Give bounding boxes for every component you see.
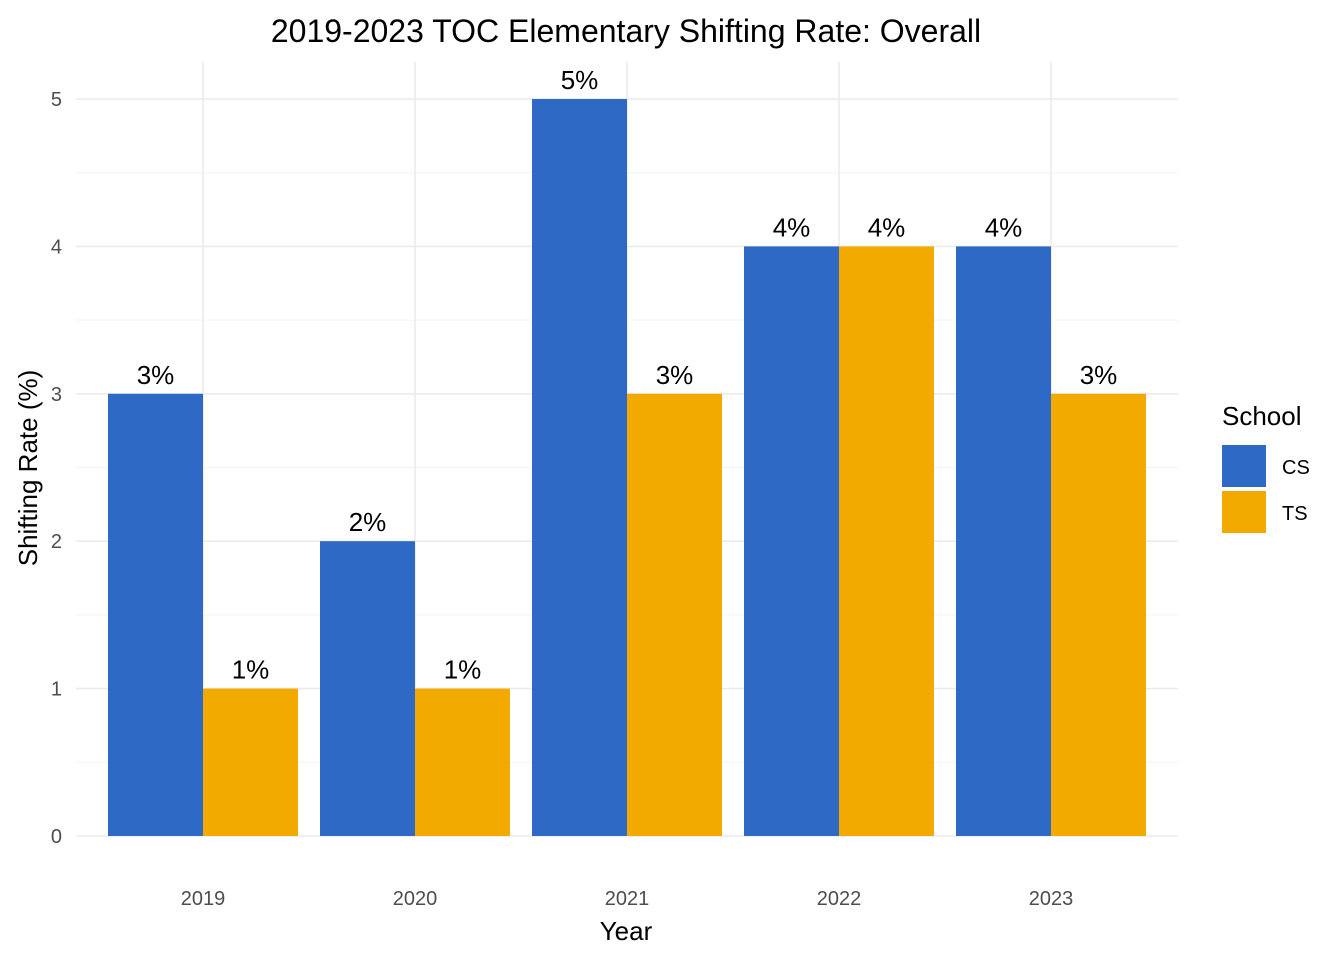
data-labels: 3% 2% 5% 4% 4% 1% 1% 3% 4% 3%: [137, 65, 1118, 685]
x-tick-label: 2020: [393, 888, 438, 910]
chart-title: 2019-2023 TOC Elementary Shifting Rate: …: [271, 13, 981, 49]
x-tick-label: 2021: [605, 888, 650, 910]
data-label-TS-2023: 3%: [1080, 360, 1118, 390]
x-tick-label: 2019: [181, 888, 226, 910]
legend: School CS TS: [1222, 401, 1310, 533]
legend-label-TS: TS: [1282, 503, 1308, 525]
bar-TS-2022: [839, 246, 934, 836]
y-axis-ticks: 0 1 2 3 4 5: [51, 89, 62, 848]
x-axis-ticks: 2019 2020 2021 2022 2023: [181, 888, 1074, 910]
legend-title: School: [1222, 401, 1302, 431]
data-label-TS-2020: 1%: [444, 655, 482, 685]
data-label-CS-2022: 4%: [773, 212, 811, 242]
bars: [108, 99, 1146, 836]
bar-TS-2019: [203, 688, 298, 836]
y-tick-label: 1: [51, 679, 62, 701]
data-label-CS-2019: 3%: [137, 360, 175, 390]
y-tick-label: 2: [51, 531, 62, 553]
legend-key-CS: [1222, 445, 1266, 487]
bar-TS-2021: [627, 393, 722, 836]
data-label-TS-2022: 4%: [868, 212, 906, 242]
bar-CS-2021: [532, 99, 627, 836]
data-label-CS-2020: 2%: [349, 507, 387, 537]
bar-TS-2023: [1051, 393, 1146, 836]
legend-key-TS: [1222, 491, 1266, 533]
data-label-CS-2023: 4%: [985, 212, 1023, 242]
x-tick-label: 2023: [1029, 888, 1074, 910]
y-tick-label: 4: [51, 236, 62, 258]
bar-CS-2023: [956, 246, 1051, 836]
bar-CS-2019: [108, 393, 203, 836]
data-label-TS-2019: 1%: [232, 655, 270, 685]
x-axis-title: Year: [600, 916, 653, 946]
legend-label-CS: CS: [1282, 457, 1310, 479]
y-tick-label: 5: [51, 89, 62, 111]
data-label-TS-2021: 3%: [656, 360, 694, 390]
y-axis-title: Shifting Rate (%): [13, 370, 43, 567]
bar-CS-2020: [320, 541, 415, 836]
x-tick-label: 2022: [817, 888, 862, 910]
bar-CS-2022: [744, 246, 839, 836]
bar-TS-2020: [415, 688, 510, 836]
y-tick-label: 0: [51, 826, 62, 848]
y-tick-label: 3: [51, 384, 62, 406]
data-label-CS-2021: 5%: [561, 65, 599, 95]
